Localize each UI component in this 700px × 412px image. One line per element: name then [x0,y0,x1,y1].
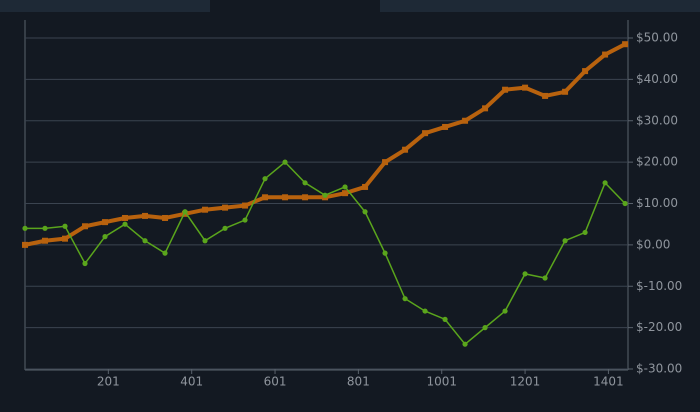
x-tick-label: 1001 [426,375,457,389]
series-point [402,296,408,302]
series-point [62,223,68,229]
series-point [542,275,548,281]
x-tick-label: 801 [347,375,370,389]
series-point [262,194,269,201]
series-point [62,235,69,242]
series-point [382,159,389,166]
series-line [24,42,627,247]
series-point [82,260,88,267]
series-point [182,209,188,215]
series-point [542,92,549,99]
series-point [122,214,129,221]
series-point [602,51,609,58]
series-point [382,250,388,256]
top-strip [380,0,700,12]
series-point [202,206,209,213]
x-tick-label: 601 [264,375,287,389]
y-tick-label: $-30.00 [636,362,682,376]
y-tick-label: $-10.00 [636,279,682,293]
series-point [482,105,489,112]
series-point [522,271,528,277]
series-point [462,341,468,347]
series-point [522,84,529,91]
series-point [602,180,608,186]
series-point [142,212,149,219]
series-point [622,41,629,48]
series-point [362,183,369,190]
series-point [342,184,348,190]
y-tick-label: $30.00 [636,113,678,127]
series-point [302,180,308,186]
series-point [222,204,229,211]
series-point [102,234,108,240]
y-tick-label: $0.00 [636,237,670,251]
series-point [462,117,469,124]
series-point [102,219,109,226]
x-tick-label: 1401 [593,375,624,389]
top-strip [0,0,210,12]
y-tick-label: $40.00 [636,72,678,86]
series-point [202,238,208,244]
series-point [362,209,368,215]
series-line [25,161,626,346]
series-point [242,217,248,223]
series-point [122,221,128,227]
series-point [442,316,448,322]
series-point [322,192,328,198]
series-point [282,159,288,165]
series-point [502,86,509,93]
series-point [242,202,249,209]
series-point [42,225,48,231]
series-point [282,194,289,201]
x-tick-label: 1201 [510,375,541,389]
series-point [22,241,28,248]
x-tick-label: 201 [97,375,120,389]
y-tick-label: $50.00 [636,31,678,45]
series-point [142,238,148,244]
series-point [82,223,89,230]
series-point [162,214,169,221]
series-point [562,88,569,95]
x-tick-label: 401 [180,375,203,389]
series-point [622,200,628,207]
series-point [422,130,429,137]
series-point [42,237,49,244]
series-point [222,225,228,231]
series-point [562,238,568,244]
series-point [442,123,449,130]
series-point [422,308,428,314]
series-point [482,325,488,331]
series-point [582,68,589,75]
series-point [162,250,168,256]
y-tick-label: $10.00 [636,196,678,210]
series-point [262,176,268,182]
series-point [502,308,508,314]
series-point [582,229,588,236]
y-tick-label: $-20.00 [636,320,682,334]
y-tick-label: $20.00 [636,155,678,169]
series-point [22,225,28,231]
series-point [302,194,309,201]
series-point [402,146,409,153]
series-point [342,190,349,197]
